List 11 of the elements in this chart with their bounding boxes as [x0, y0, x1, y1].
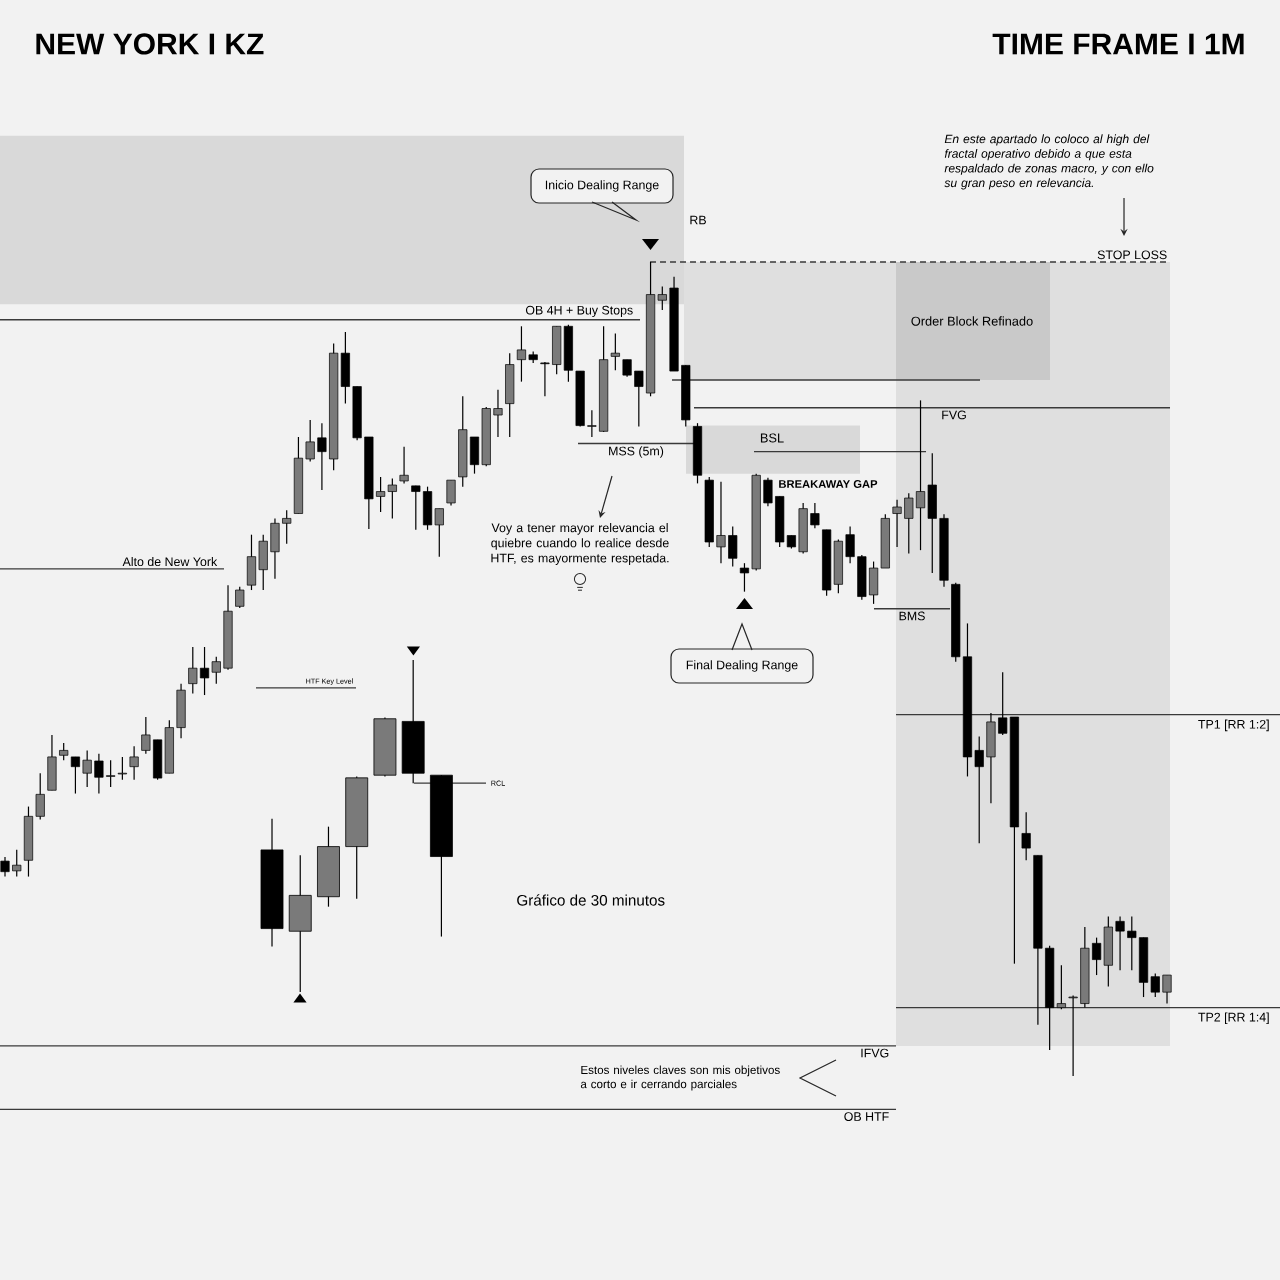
candlestick — [1021, 811, 1031, 861]
candlestick — [610, 333, 620, 371]
chart-title: NEW YORK I KZ — [36, 33, 264, 55]
candlestick — [235, 586, 245, 609]
candlestick — [129, 745, 139, 781]
candlestick — [446, 479, 456, 506]
candlestick — [505, 352, 515, 438]
chart-subtitle: TIME FRAME I 1M — [992, 33, 1244, 55]
candlestick — [117, 756, 127, 781]
candlestick — [399, 446, 409, 484]
candlestick — [47, 734, 57, 791]
